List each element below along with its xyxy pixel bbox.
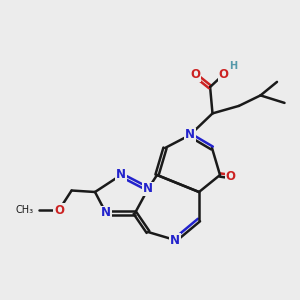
Text: N: N [185, 128, 195, 142]
Text: O: O [54, 203, 64, 217]
Text: H: H [230, 61, 238, 71]
Text: CH₃: CH₃ [15, 205, 33, 215]
Text: N: N [170, 233, 180, 247]
Text: O: O [226, 170, 236, 183]
Text: O: O [190, 68, 200, 82]
Text: N: N [101, 206, 111, 220]
Text: N: N [143, 182, 153, 196]
Text: N: N [116, 169, 126, 182]
Text: O: O [219, 68, 229, 81]
